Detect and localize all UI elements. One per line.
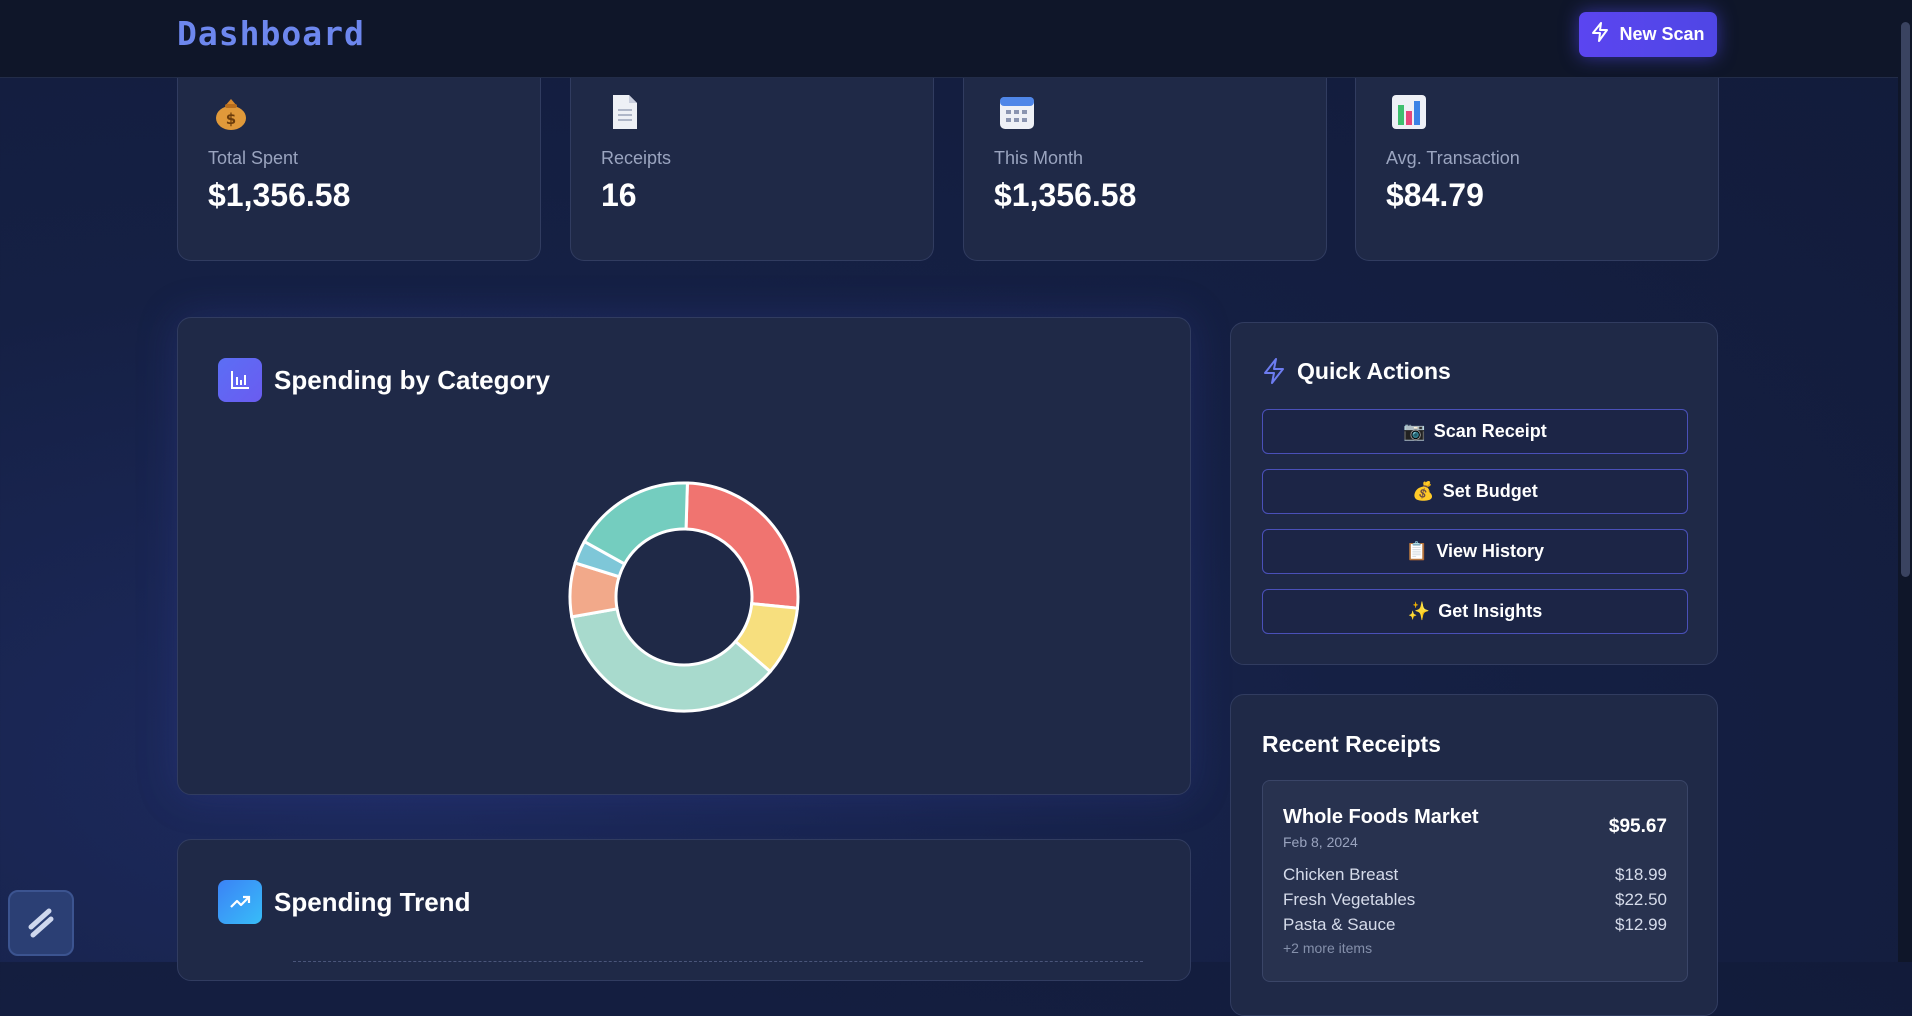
receipt-line-item: Fresh Vegetables $22.50 (1283, 890, 1667, 910)
receipt-date: Feb 8, 2024 (1283, 834, 1358, 850)
stat-label: This Month (994, 148, 1084, 168)
receipt-line-item: Chicken Breast $18.99 (1283, 865, 1667, 885)
item-name: Pasta & Sauce (1283, 915, 1396, 934)
stat-label: Avg. Transaction (1386, 148, 1520, 168)
stat-label: Receipts (601, 148, 672, 168)
button-label: Scan Receipt (1433, 421, 1547, 441)
top-bar: Dashboard New Scan (0, 0, 1898, 78)
camera-icon: 📷 (1403, 421, 1426, 441)
stat-card-receipts: Receipts 16 (570, 60, 934, 261)
money-bag-icon: $ (212, 93, 250, 131)
sparkles-icon: ✨ (1407, 601, 1431, 621)
calendar-icon (998, 93, 1036, 131)
lightning-icon (1591, 22, 1609, 47)
new-scan-button[interactable]: New Scan (1579, 12, 1717, 57)
item-name: Fresh Vegetables (1283, 890, 1416, 909)
stat-card-avg-transaction: Avg. Transaction $84.79 (1355, 60, 1719, 261)
bar-chart-badge-icon (218, 358, 262, 402)
quick-actions-panel: Quick Actions 📷 Scan Receipt 💰 Set Budge… (1230, 322, 1718, 665)
donut-slice[interactable] (582, 481, 689, 566)
category-donut-chart (568, 481, 800, 713)
item-price: $22.50 (1615, 890, 1667, 909)
button-label: Set Budget (1442, 481, 1538, 501)
more-items-note: +2 more items (1283, 940, 1373, 956)
recent-receipts-title: Recent Receipts (1262, 731, 1441, 757)
view-history-button[interactable]: 📋 View History (1262, 529, 1688, 574)
stat-label: Total Spent (208, 148, 299, 168)
scrollbar-thumb[interactable] (1901, 22, 1910, 577)
clipboard-icon: 📋 (1405, 541, 1429, 561)
spending-by-category-panel: Spending by Category (177, 317, 1191, 795)
quick-actions-title: Quick Actions (1297, 358, 1451, 384)
receipt-merchant: Whole Foods Market (1283, 806, 1479, 828)
lightning-icon (1262, 358, 1286, 389)
spending-trend-title: Spending Trend (274, 887, 471, 917)
stat-card-total-spent: $ Total Spent $1,356.58 (177, 60, 541, 261)
receipt-line-item: Pasta & Sauce $12.99 (1283, 915, 1667, 935)
spending-by-category-title: Spending by Category (274, 365, 550, 395)
stat-value: $1,356.58 (994, 177, 1137, 213)
trend-up-badge-icon (218, 880, 262, 924)
svg-text:$: $ (226, 110, 236, 128)
item-name: Chicken Breast (1283, 865, 1399, 884)
document-icon (605, 93, 643, 131)
new-scan-label: New Scan (1619, 24, 1705, 44)
set-budget-button[interactable]: 💰 Set Budget (1262, 469, 1688, 514)
app-launcher-icon[interactable] (8, 890, 74, 956)
stat-value: $1,356.58 (208, 177, 351, 213)
get-insights-button[interactable]: ✨ Get Insights (1262, 589, 1688, 634)
stat-card-this-month: This Month $1,356.58 (963, 60, 1327, 261)
bar-chart-icon (1390, 93, 1428, 131)
donut-slice[interactable] (684, 481, 800, 610)
item-price: $18.99 (1615, 865, 1667, 884)
recent-receipts-panel: Recent Receipts Whole Foods Market Feb 8… (1230, 694, 1718, 1016)
money-bag-icon: 💰 (1412, 481, 1435, 501)
stat-value: $84.79 (1386, 177, 1484, 213)
stat-value: 16 (601, 177, 637, 213)
scan-receipt-button[interactable]: 📷 Scan Receipt (1262, 409, 1688, 454)
button-label: View History (1436, 541, 1545, 561)
page-title: Dashboard (177, 14, 365, 53)
receipt-total: $95.67 (1608, 816, 1667, 837)
donut-slice[interactable] (569, 607, 773, 713)
receipt-card[interactable]: Whole Foods Market Feb 8, 2024 $95.67 Ch… (1262, 780, 1688, 982)
spending-trend-panel: Spending Trend (177, 839, 1191, 981)
button-label: Get Insights (1438, 601, 1543, 621)
item-price: $12.99 (1615, 915, 1667, 934)
scrollbar[interactable] (1898, 0, 1912, 962)
